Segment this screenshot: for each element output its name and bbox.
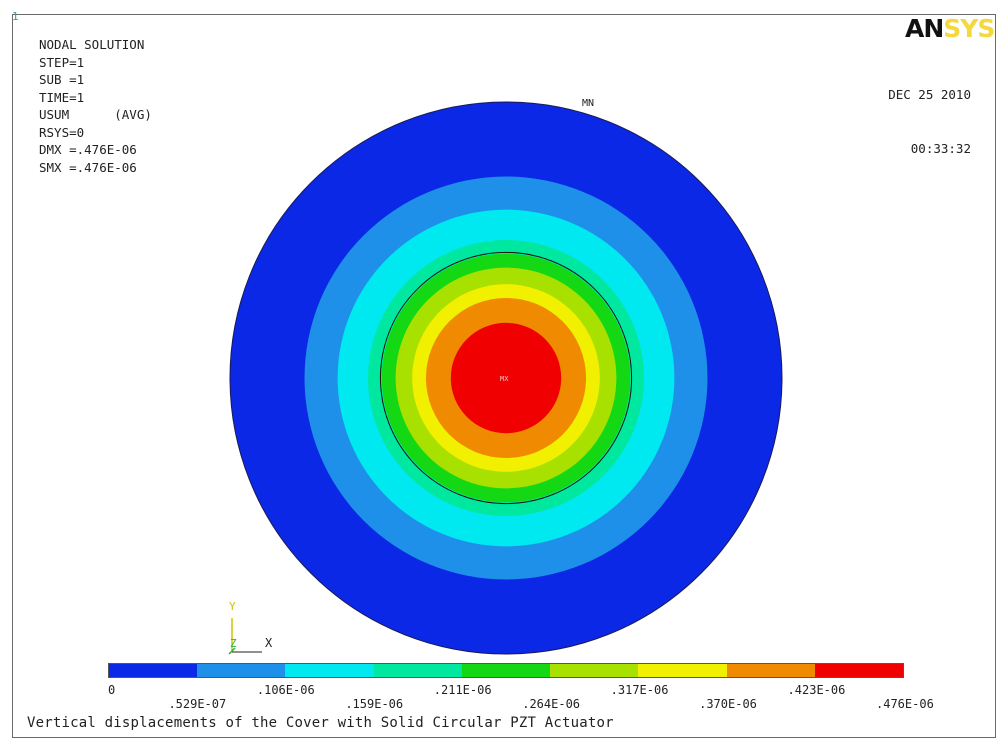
z-axis-line bbox=[228, 647, 236, 655]
logo-part-an: AN bbox=[905, 14, 944, 43]
solution-info: NODAL SOLUTION STEP=1 SUB =1 TIME=1 USUM… bbox=[39, 36, 152, 176]
ansys-logo: ANSYS bbox=[905, 14, 995, 44]
time-text: 00:33:32 bbox=[910, 141, 971, 156]
actuator-outline bbox=[379, 251, 633, 505]
legend-swatch-1 bbox=[109, 664, 198, 677]
axis-triad bbox=[228, 618, 262, 655]
legend-label-top-5: .476E-06 bbox=[876, 697, 934, 711]
triad-y-label: Y bbox=[229, 600, 236, 613]
legend-swatch-7 bbox=[638, 664, 727, 677]
legend-label-top-4: .370E-06 bbox=[699, 697, 757, 711]
info-title: NODAL SOLUTION bbox=[39, 37, 145, 52]
triad-z-label: Z bbox=[230, 637, 237, 650]
logo-part-sys: SYS bbox=[943, 14, 995, 43]
info-rsys: RSYS=0 bbox=[39, 124, 85, 140]
legend-label-bottom-3: .211E-06 bbox=[433, 683, 492, 697]
info-dmx: DMX =.476E-06 bbox=[39, 142, 137, 157]
legend-swatch-3 bbox=[285, 664, 374, 677]
legend-swatch-9 bbox=[814, 664, 903, 677]
legend-label-bottom-4: .317E-06 bbox=[610, 683, 669, 697]
legend-label-bottom-1: 0 bbox=[108, 683, 116, 697]
date-text: DEC 25 2010 bbox=[888, 87, 971, 102]
legend-swatch-8 bbox=[726, 664, 815, 677]
contour-legend-bar bbox=[108, 663, 904, 678]
contour-bands bbox=[229, 101, 783, 655]
plot-caption: Vertical displacements of the Cover with… bbox=[27, 715, 614, 731]
info-sub: SUB =1 bbox=[39, 72, 85, 87]
legend-label-bottom-2: .106E-06 bbox=[256, 683, 315, 697]
timestamp: DEC 25 2010 00:33:32 bbox=[760, 50, 971, 176]
legend-label-top-3: .264E-06 bbox=[522, 697, 581, 711]
contour-band-9 bbox=[450, 322, 562, 434]
min-marker: MN bbox=[582, 98, 594, 109]
legend-label-top-1: .529E-07 bbox=[168, 697, 227, 711]
legend-swatch-4 bbox=[373, 664, 462, 677]
legend-swatch-2 bbox=[197, 664, 286, 677]
legend-label-bottom-5: .423E-06 bbox=[787, 683, 846, 697]
legend-swatch-5 bbox=[461, 664, 551, 677]
max-marker: MX bbox=[500, 375, 509, 383]
triad-x-label: X bbox=[265, 636, 273, 650]
info-usum: USUM (AVG) bbox=[39, 107, 152, 122]
info-step: STEP=1 bbox=[39, 54, 85, 70]
info-time: TIME=1 bbox=[39, 89, 85, 105]
legend-label-top-2: .159E-06 bbox=[345, 697, 404, 711]
info-smx: SMX =.476E-06 bbox=[39, 159, 137, 175]
window-number: 1 bbox=[12, 10, 19, 23]
legend-swatch-6 bbox=[550, 664, 639, 677]
